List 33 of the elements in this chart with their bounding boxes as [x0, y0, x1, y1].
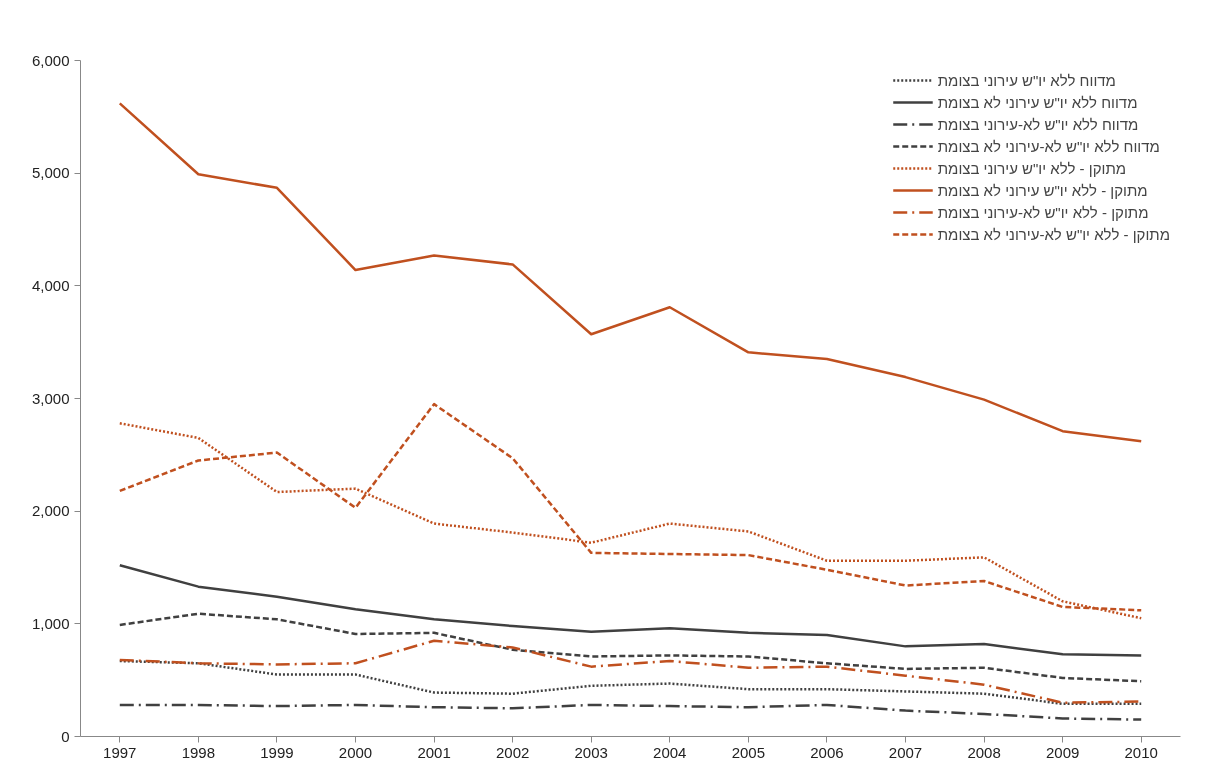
y-tick-label: 3,000	[31, 389, 70, 407]
x-tick-label: 2008	[967, 743, 1001, 761]
x-tick-label: 2006	[810, 743, 844, 761]
line-series	[118, 703, 1143, 721]
line-series	[118, 612, 1143, 683]
y-tick-label: 5,000	[31, 164, 70, 182]
legend-label: מדווח ללא יו"ש לא-עירוני בצומת	[937, 114, 1139, 134]
legend-label: מדווח ללא יו"ש עירוני בצומת	[937, 70, 1116, 90]
line-series	[118, 659, 1143, 706]
x-tick-label: 2007	[888, 743, 923, 761]
x-tick-label: 2009	[1045, 743, 1080, 761]
x-tick-label: 1999	[260, 743, 294, 761]
line-series	[118, 564, 1143, 657]
y-tick-label: 4,000	[31, 276, 70, 294]
y-tick-label: 1,000	[31, 614, 70, 632]
x-tick-label: 1998	[181, 743, 216, 761]
y-tick-label: 6,000	[31, 51, 70, 69]
x-tick-label: 2002	[495, 743, 530, 761]
legend-label: מתוקן - ללא יו"ש עירוני בצומת	[937, 158, 1127, 178]
x-tick-label: 2000	[338, 743, 373, 761]
legend-label: מדווח ללא יו"ש עירוני לא בצומת	[937, 92, 1138, 112]
x-tick-label: 2005	[731, 743, 766, 761]
legend-label: מדווח ללא יו"ש לא-עירוני לא בצומת	[937, 136, 1160, 156]
legend-label: מתוקן - ללא יו"ש לא-עירוני בצומת	[937, 202, 1149, 222]
y-tick-label: 2,000	[31, 502, 70, 520]
x-tick-label: 2001	[417, 743, 451, 761]
legend-label: מתוקן - ללא יו"ש עירוני לא בצומת	[937, 180, 1148, 200]
x-tick-label: 1997	[103, 743, 137, 761]
y-tick-label: 0	[61, 727, 70, 745]
x-tick-label: 2003	[574, 743, 608, 761]
legend-label: מתוקן - ללא יו"ש לא-עירוני לא בצומת	[937, 224, 1170, 244]
x-tick-label: 2010	[1124, 743, 1158, 761]
x-tick-label: 2004	[653, 743, 687, 761]
